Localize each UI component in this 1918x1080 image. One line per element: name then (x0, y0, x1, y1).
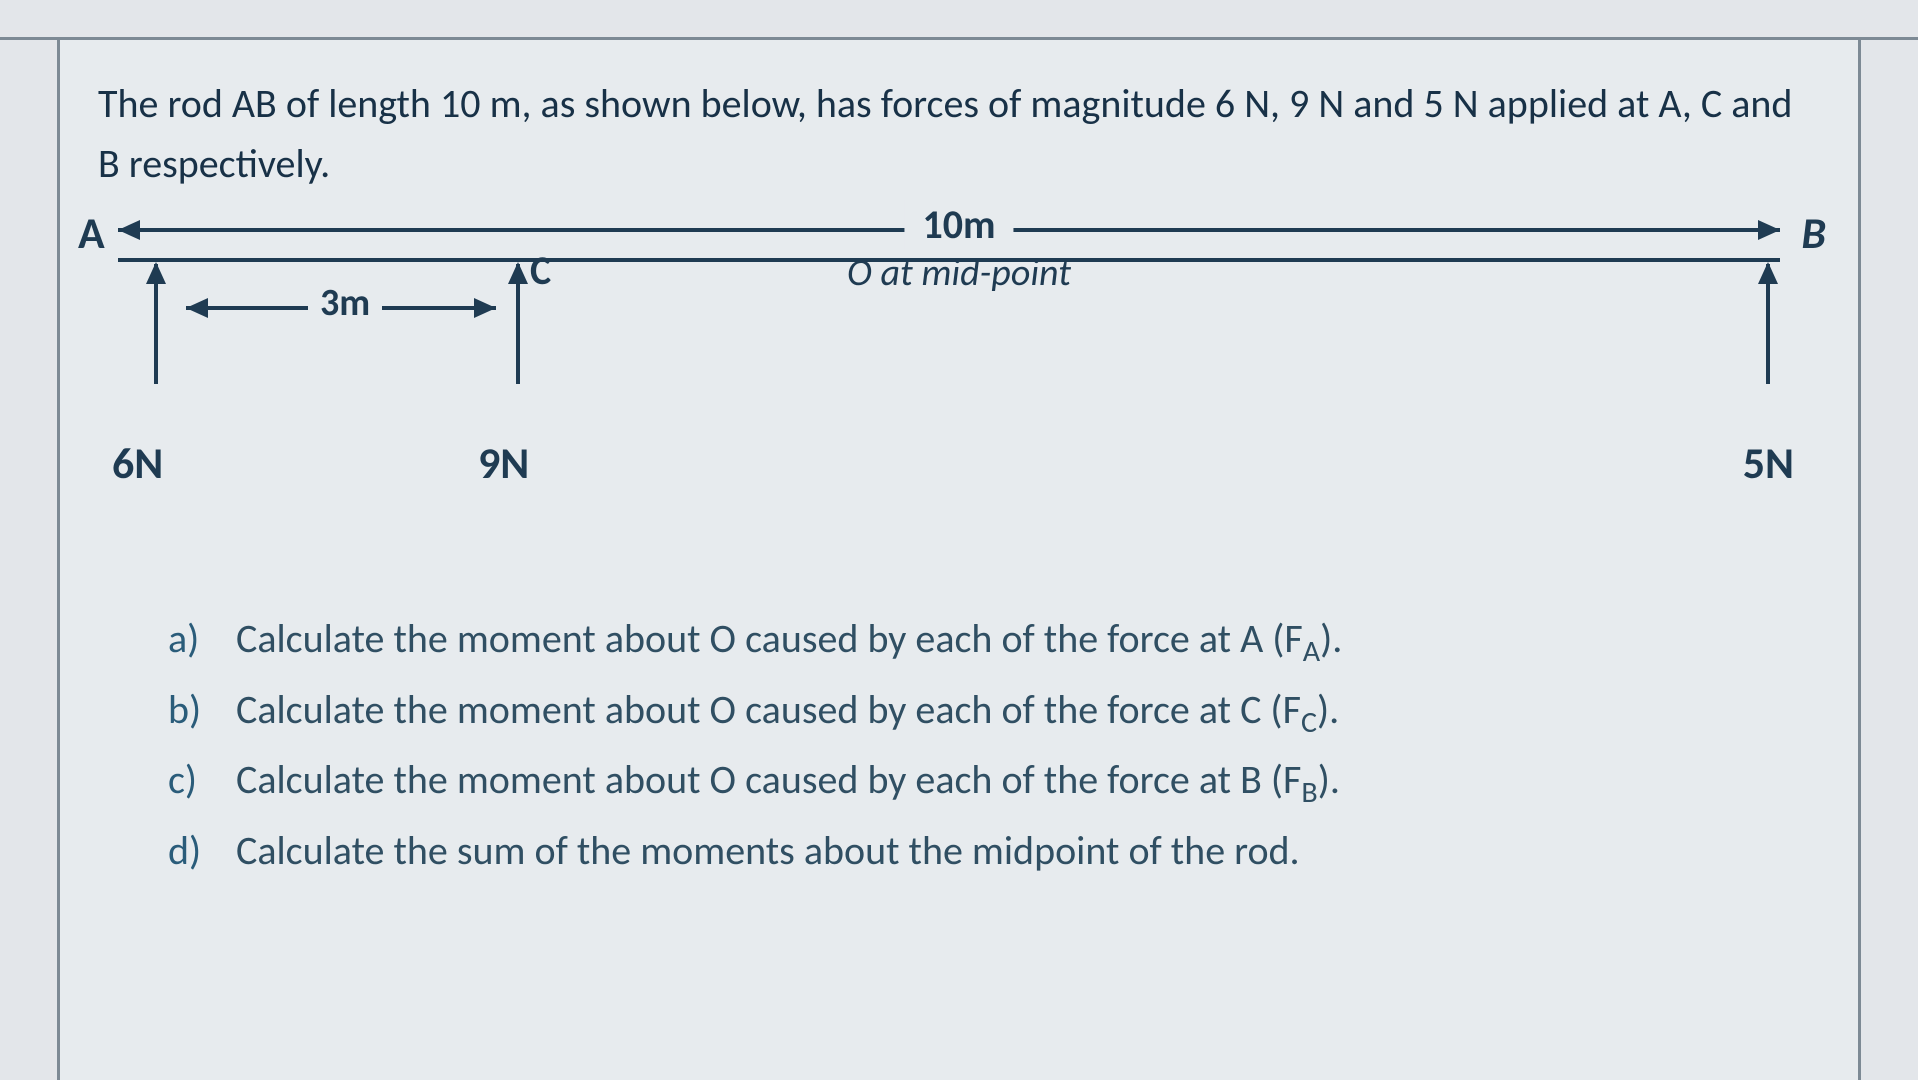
rod-length-label: 10m (904, 200, 1013, 249)
arrow-up-icon (146, 262, 166, 284)
question-text: Calculate the moment about O caused by e… (236, 747, 1820, 818)
problem-statement: The rod AB of length 10 m, as shown belo… (98, 74, 1820, 194)
table-left-gutter (0, 40, 60, 1080)
question-main-text: Calculate the moment about O caused by e… (236, 755, 1301, 804)
question-list: a) Calculate the moment about O caused b… (98, 606, 1820, 888)
arrow-up-icon (1758, 262, 1778, 284)
point-c-label: C (530, 246, 551, 295)
problem-cell: The rod AB of length 10 m, as shown belo… (60, 40, 1858, 1080)
question-letter: b) (168, 677, 214, 743)
force-subscript: C (1301, 704, 1317, 741)
question-text: Calculate the moment about O caused by e… (236, 677, 1820, 748)
force-arrow-b (1766, 264, 1770, 384)
question-tail: ). (1318, 755, 1340, 804)
force-value-b: 5N (1743, 436, 1794, 490)
point-a-label: A (78, 206, 105, 260)
force-arrow-a (154, 264, 158, 384)
table-top-border (0, 0, 1918, 40)
question-main-text: Calculate the moment about O caused by e… (236, 614, 1303, 663)
length-arrow-right-icon (1758, 220, 1780, 240)
question-letter: a) (168, 606, 214, 672)
question-main-text: Calculate the moment about O caused by e… (236, 685, 1301, 734)
midpoint-o-label: O at mid-point (847, 250, 1071, 296)
force-value-a: 6N (112, 436, 163, 490)
question-tail: ). (1317, 685, 1339, 734)
force-value-c: 9N (478, 436, 529, 490)
force-arrow-c (516, 264, 520, 384)
rod-diagram: A B 10m O at mid-point C 3m 6N 9N 5N (98, 206, 1820, 586)
question-text: Calculate the sum of the moments about t… (236, 818, 1820, 889)
question-letter: c) (168, 747, 214, 813)
arrow-up-icon (508, 262, 528, 284)
worksheet-cell: The rod AB of length 10 m, as shown belo… (0, 0, 1918, 1080)
force-subscript: B (1301, 774, 1317, 811)
ac-distance-label: 3m (308, 280, 382, 326)
question-c: c) Calculate the moment about O caused b… (168, 747, 1820, 818)
ac-arrow-right-icon (474, 298, 496, 318)
question-main-text: Calculate the sum of the moments about t… (236, 826, 1300, 875)
question-a: a) Calculate the moment about O caused b… (168, 606, 1820, 677)
table-right-gutter (1858, 40, 1918, 1080)
question-text: Calculate the moment about O caused by e… (236, 606, 1820, 677)
point-b-label: B (1801, 206, 1826, 260)
question-d: d) Calculate the sum of the moments abou… (168, 818, 1820, 889)
question-tail: ). (1320, 614, 1342, 663)
question-b: b) Calculate the moment about O caused b… (168, 677, 1820, 748)
force-subscript: A (1303, 633, 1320, 670)
question-letter: d) (168, 818, 214, 884)
